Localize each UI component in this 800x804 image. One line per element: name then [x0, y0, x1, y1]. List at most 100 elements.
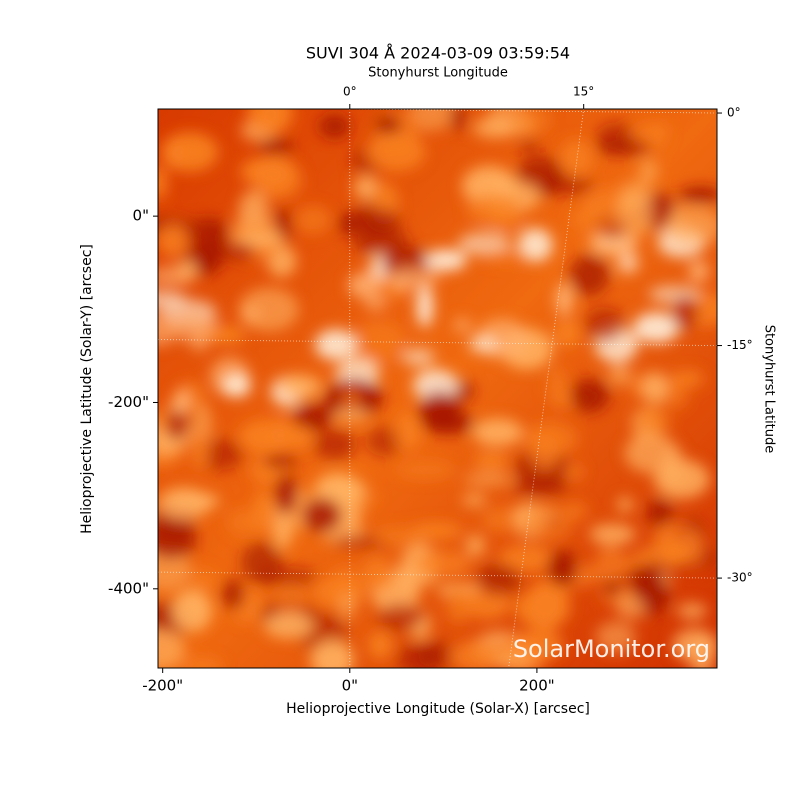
- texture-blob: [564, 464, 584, 479]
- texture-blob: [418, 641, 454, 669]
- texture-blob: [523, 421, 578, 456]
- texture-blob: [453, 318, 472, 333]
- texture-blob: [511, 482, 568, 496]
- texture-blob: [467, 193, 520, 224]
- texture-blob: [595, 545, 625, 583]
- texture-blob: [688, 261, 709, 283]
- texture-blob: [368, 631, 392, 659]
- texture-blob: [186, 217, 230, 254]
- texture-blob: [274, 474, 297, 515]
- texture-blob: [264, 613, 314, 639]
- texture-blob: [348, 273, 381, 298]
- texture-blob: [463, 473, 513, 486]
- texture-blob: [476, 564, 521, 596]
- texture-blob: [628, 566, 649, 594]
- texture-blob: [278, 375, 322, 399]
- texture-blob: [165, 408, 189, 440]
- texture-blob: [131, 291, 187, 307]
- texture-blob: [570, 379, 610, 413]
- y2-tick-label: -30°: [727, 571, 753, 585]
- texture-blob: [223, 374, 251, 397]
- solar-image: [131, 90, 731, 680]
- texture-blob: [239, 420, 295, 454]
- x2-tick-label: 0°: [343, 85, 357, 99]
- texture-blob: [156, 223, 189, 257]
- texture-blob: [679, 187, 723, 203]
- y-axis-label: Helioprojective Latitude (Solar-Y) [arcs…: [79, 244, 95, 534]
- texture-blob: [597, 139, 651, 155]
- texture-blob: [334, 409, 369, 421]
- texture-blob: [469, 336, 499, 352]
- texture-blob: [396, 412, 421, 450]
- texture-blob: [145, 520, 197, 559]
- texture-blob: [239, 288, 299, 332]
- x-tick-label: 200": [519, 677, 555, 695]
- texture-blob: [589, 524, 635, 545]
- y2-tick-label: 0°: [727, 106, 741, 120]
- x2-axis-label: Stonyhurst Longitude: [368, 66, 508, 81]
- texture-blob: [190, 569, 218, 591]
- texture-blob: [483, 249, 528, 264]
- texture-blob: [555, 282, 573, 315]
- texture-blob: [417, 285, 434, 328]
- texture-blob: [310, 640, 354, 680]
- texture-blob: [177, 259, 198, 279]
- texture-blob: [619, 180, 653, 208]
- texture-blob: [389, 267, 440, 288]
- texture-blob: [342, 208, 401, 232]
- texture-blob: [563, 501, 588, 520]
- texture-blob: [227, 509, 266, 536]
- texture-blob: [554, 320, 580, 347]
- texture-blob: [665, 206, 723, 246]
- texture-blob: [662, 445, 684, 488]
- texture-blob: [150, 166, 167, 200]
- chart-title: SUVI 304 Å 2024-03-09 03:59:54: [306, 44, 570, 63]
- texture-blob: [616, 594, 646, 619]
- texture-blob: [259, 138, 294, 154]
- y2-axis-label: Stonyhurst Latitude: [762, 325, 777, 454]
- texture-blob: [180, 658, 224, 675]
- y-tick-label: 0": [133, 207, 149, 225]
- texture-blob: [418, 393, 461, 434]
- texture-blob: [672, 295, 699, 330]
- texture-blob: [397, 460, 456, 479]
- texture-blob: [402, 348, 435, 367]
- x-axis-label: Helioprojective Longitude (Solar-X) [arc…: [286, 701, 590, 717]
- texture-blob: [354, 320, 406, 363]
- texture-blob: [166, 140, 183, 170]
- texture-blob: [172, 590, 212, 632]
- texture-blob: [519, 140, 539, 153]
- texture-blob: [547, 550, 577, 587]
- texture-blob: [639, 159, 658, 184]
- texture-blob: [531, 592, 561, 635]
- texture-blob: [366, 132, 425, 171]
- texture-blob: [313, 575, 366, 608]
- texture-blob: [377, 603, 425, 631]
- x2-tick-label: 15°: [573, 85, 594, 99]
- texture-blob: [569, 254, 609, 296]
- y-tick-label: -200": [108, 393, 149, 411]
- texture-blob: [584, 307, 624, 342]
- texture-blob: [474, 452, 508, 471]
- texture-blob: [137, 628, 184, 670]
- texture-blob: [364, 296, 387, 310]
- texture-blob: [263, 101, 281, 127]
- texture-blob: [339, 592, 355, 621]
- x-tick-label: -200": [142, 677, 183, 695]
- texture-blob: [222, 579, 245, 610]
- y-tick-label: -400": [108, 579, 149, 597]
- texture-blob: [302, 498, 342, 533]
- texture-blob: [241, 157, 291, 186]
- texture-blob: [295, 205, 332, 235]
- texture-blob: [192, 431, 209, 469]
- texture-blob: [315, 329, 358, 360]
- y2-tick-label: -15°: [727, 338, 753, 352]
- texture-blob: [560, 140, 594, 177]
- texture-blob: [319, 114, 351, 138]
- texture-blob: [570, 206, 622, 232]
- texture-blob: [472, 418, 523, 446]
- texture-blob: [450, 103, 466, 131]
- texture-blob: [659, 540, 689, 567]
- texture-blob: [173, 389, 191, 414]
